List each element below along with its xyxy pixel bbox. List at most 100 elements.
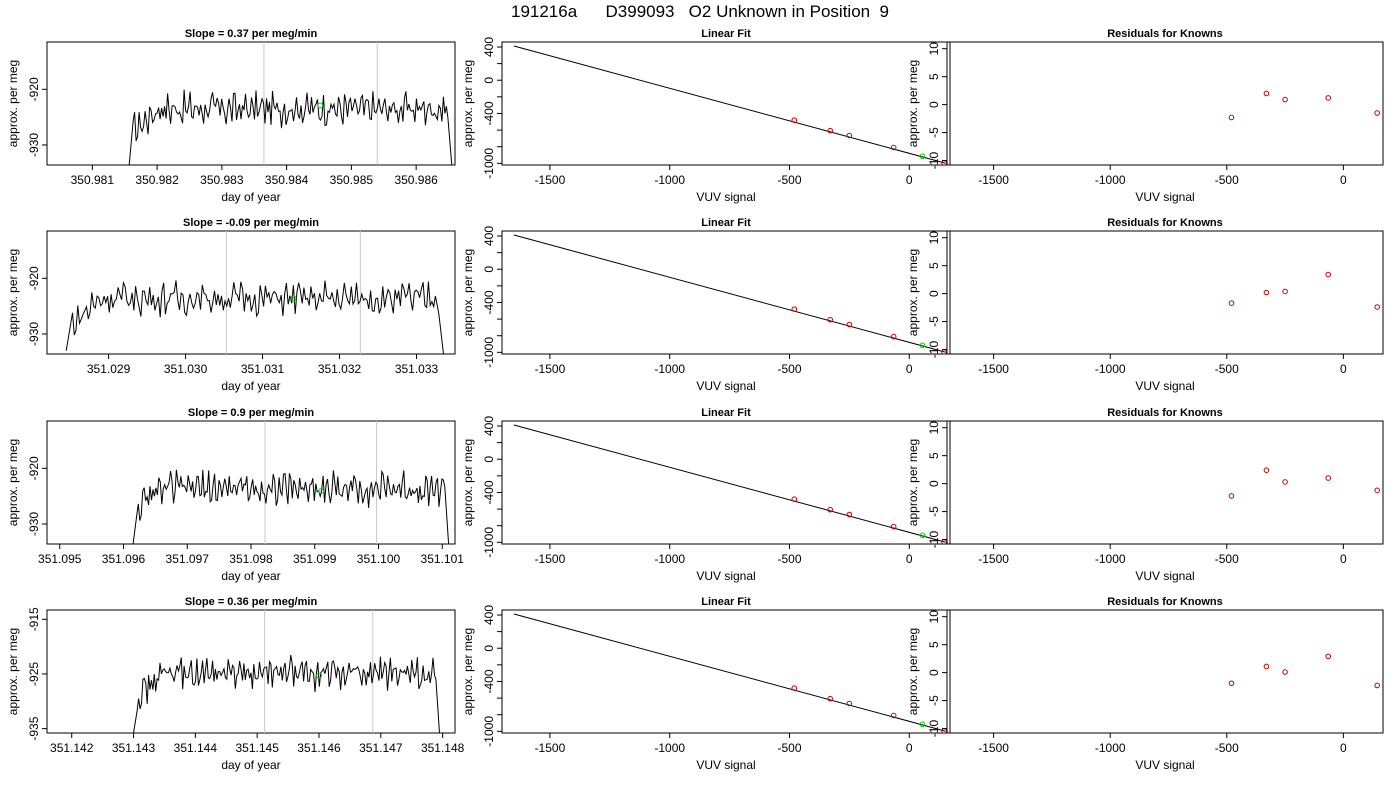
- panel-title: Slope = 0.36 per meg/min: [185, 596, 318, 608]
- signal-trace: [133, 655, 440, 733]
- y-tick-label: 0: [482, 266, 496, 273]
- y-tick-label: 0: [482, 77, 496, 84]
- panel-1-0: Slope = -0.09 per meg/min 351.029 351.030 3…: [6, 217, 456, 393]
- plot-area: [1228, 653, 1380, 689]
- y-tick-label: -1000: [482, 148, 496, 179]
- x-tick-label: -1500: [978, 741, 1009, 755]
- x-axis-label: VUV signal: [696, 569, 755, 583]
- residual-point: [1228, 680, 1235, 687]
- plot-area: [1228, 90, 1380, 121]
- signal-trace: [128, 89, 453, 165]
- x-tick-label: -500: [1215, 552, 1239, 566]
- known-standard-point: [791, 117, 798, 123]
- x-tick-label: 0: [1340, 552, 1347, 566]
- known-standard-point: [846, 511, 853, 518]
- x-tick-label: -1000: [654, 173, 685, 187]
- x-axis-label: VUV signal: [1135, 569, 1194, 583]
- unknown-sample-point: [919, 721, 926, 728]
- panel-title: Linear Fit: [701, 217, 751, 229]
- x-tick-label: -1500: [535, 552, 566, 566]
- x-tick-label: 0: [1340, 362, 1347, 376]
- x-axis-label: VUV signal: [1135, 190, 1194, 204]
- x-tick-label: -1500: [978, 173, 1009, 187]
- plot-area: [1228, 271, 1380, 310]
- known-standard-point: [791, 685, 798, 691]
- y-tick-label: -400: [482, 480, 496, 504]
- y-tick-label: 10: [927, 610, 941, 624]
- panel-0-0: Slope = 0.37 per meg/min 350.981 350.982 35…: [6, 28, 456, 204]
- unknown-sample-point: [919, 153, 926, 160]
- x-tick-label: 351.146: [297, 741, 341, 755]
- y-tick-label: 10: [927, 231, 941, 245]
- residual-point: [1228, 300, 1235, 306]
- x-tick-label: 351.095: [38, 552, 82, 566]
- residual-point: [1228, 493, 1235, 499]
- known-standard-point: [827, 127, 834, 134]
- plot-frame: [946, 420, 1384, 545]
- x-tick-label: -1500: [978, 552, 1009, 566]
- y-tick-label: -10: [927, 152, 941, 170]
- residual-point: [1325, 475, 1332, 481]
- plot-area: [65, 231, 444, 354]
- known-standard-point: [791, 496, 798, 502]
- y-tick-label: -5: [927, 127, 941, 138]
- y-tick-label: 0: [482, 645, 496, 652]
- y-tick-label: -400: [482, 669, 496, 693]
- x-tick-label: 350.981: [71, 173, 115, 187]
- x-axis-label: VUV signal: [696, 190, 755, 204]
- residual-point: [1263, 467, 1270, 474]
- known-standard-point: [846, 132, 853, 139]
- x-tick-label: -1000: [1095, 173, 1126, 187]
- y-tick-label: -935: [27, 716, 41, 740]
- y-tick-label: -930: [27, 322, 41, 346]
- x-tick-label: -1000: [1095, 362, 1126, 376]
- y-tick-label: 400: [482, 605, 496, 625]
- unknown-sample-point: [919, 342, 926, 349]
- y-axis-label: approx. per meg: [6, 249, 20, 336]
- residual-point: [1325, 653, 1332, 660]
- x-tick-label: 351.101: [421, 552, 465, 566]
- x-tick-label: 350.986: [394, 173, 438, 187]
- figure-title: 191216a D399093 O2 Unknown in Position 9: [510, 2, 890, 21]
- y-tick-label: 0: [927, 480, 941, 487]
- panel-2-1: Linear Fit -1500 -1000 -500 0 400 0 -400 -1000 VU…: [461, 407, 951, 583]
- panel-title: Linear Fit: [701, 596, 751, 608]
- residual-point: [1374, 487, 1380, 494]
- y-tick-label: 0: [927, 101, 941, 108]
- known-standard-point: [827, 506, 834, 513]
- unknown-point-marker: [318, 488, 325, 495]
- residual-point: [1263, 663, 1270, 670]
- x-tick-label: -500: [777, 552, 801, 566]
- x-tick-label: -1000: [1095, 741, 1126, 755]
- plot-frame: [501, 609, 951, 734]
- residual-point: [1282, 669, 1288, 675]
- x-tick-label: 351.145: [235, 741, 279, 755]
- y-tick-label: 400: [482, 416, 496, 436]
- x-tick-label: -1000: [654, 552, 685, 566]
- y-tick-label: 0: [482, 456, 496, 463]
- x-tick-label: 351.148: [421, 741, 465, 755]
- plot-frame: [46, 609, 456, 734]
- residual-point: [1374, 682, 1380, 689]
- y-axis-label: approx. per meg: [461, 60, 475, 147]
- known-standard-point: [827, 316, 834, 323]
- residual-point: [1282, 96, 1288, 103]
- plot-area: [132, 421, 450, 544]
- y-tick-label: -925: [27, 662, 41, 686]
- y-tick-label: 10: [927, 421, 941, 435]
- x-axis-label: day of year: [221, 379, 280, 393]
- known-standard-point: [890, 523, 897, 530]
- fit-line: [513, 613, 946, 732]
- x-tick-label: 351.099: [293, 552, 337, 566]
- y-tick-label: -5: [927, 316, 941, 327]
- y-axis-label: approx. per meg: [6, 628, 20, 715]
- plot-area: [1228, 467, 1380, 499]
- x-tick-label: 351.147: [359, 741, 403, 755]
- plot-frame: [946, 41, 1384, 166]
- y-axis-label: approx. per meg: [461, 628, 475, 715]
- plot-area: [133, 610, 440, 733]
- panel-1-2: Residuals for Knowns-1500 -1000 -500 01050-…: [906, 217, 1384, 393]
- y-tick-label: -400: [482, 101, 496, 125]
- known-standard-point: [890, 144, 897, 151]
- plot-area: [513, 613, 947, 733]
